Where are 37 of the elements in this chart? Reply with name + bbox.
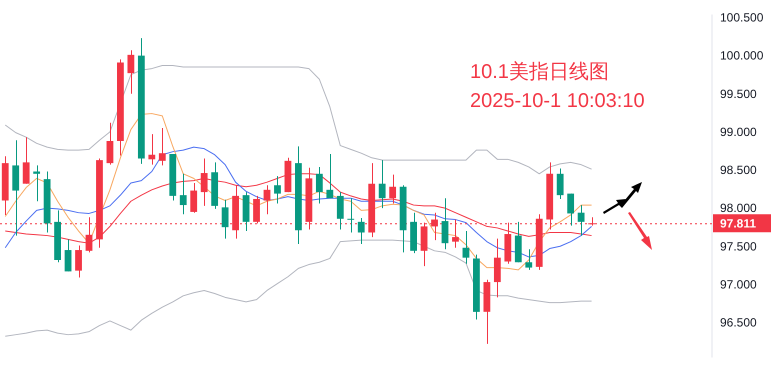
candlestick (358, 218, 365, 244)
candlestick (336, 192, 344, 230)
candlestick (462, 230, 470, 264)
candlestick (33, 164, 40, 202)
annotation: 10.1美指日线图 (470, 60, 609, 83)
y-tick-label: 98.500 (720, 163, 758, 178)
candlestick (567, 193, 574, 226)
candlestick (222, 199, 229, 240)
candlestick (22, 136, 30, 184)
candlestick (264, 184, 270, 215)
candlestick (127, 50, 134, 94)
candlestick (347, 198, 354, 234)
candlestick (442, 198, 448, 250)
candlestick (326, 153, 334, 199)
candlestick (180, 173, 187, 215)
ref-line-label: 97.811 (720, 216, 756, 231)
candlestick (556, 168, 564, 200)
y-tick-label: 96.500 (720, 316, 758, 330)
candlestick (274, 176, 281, 204)
candlestick (190, 182, 198, 214)
candlestick (378, 160, 386, 209)
y-tick-label: 100.500 (720, 10, 764, 25)
candlestick (316, 166, 323, 204)
y-tick-label: 98.000 (720, 201, 758, 216)
candlestick (64, 238, 72, 272)
candlestick (148, 134, 156, 166)
annotation: 2025-10-1 10:03:10 (470, 90, 645, 112)
y-tick-label: 97.000 (720, 277, 758, 292)
y-tick-label: 100.000 (720, 48, 764, 63)
candlestick (75, 244, 82, 278)
candlestick (106, 122, 114, 166)
candlestick (525, 248, 532, 270)
y-tick-label: 99.500 (720, 86, 758, 101)
y-tick-label: 97.500 (720, 239, 758, 254)
y-tick-label: 99.000 (720, 124, 758, 139)
candlestick (578, 204, 585, 236)
candlestick (158, 128, 166, 166)
